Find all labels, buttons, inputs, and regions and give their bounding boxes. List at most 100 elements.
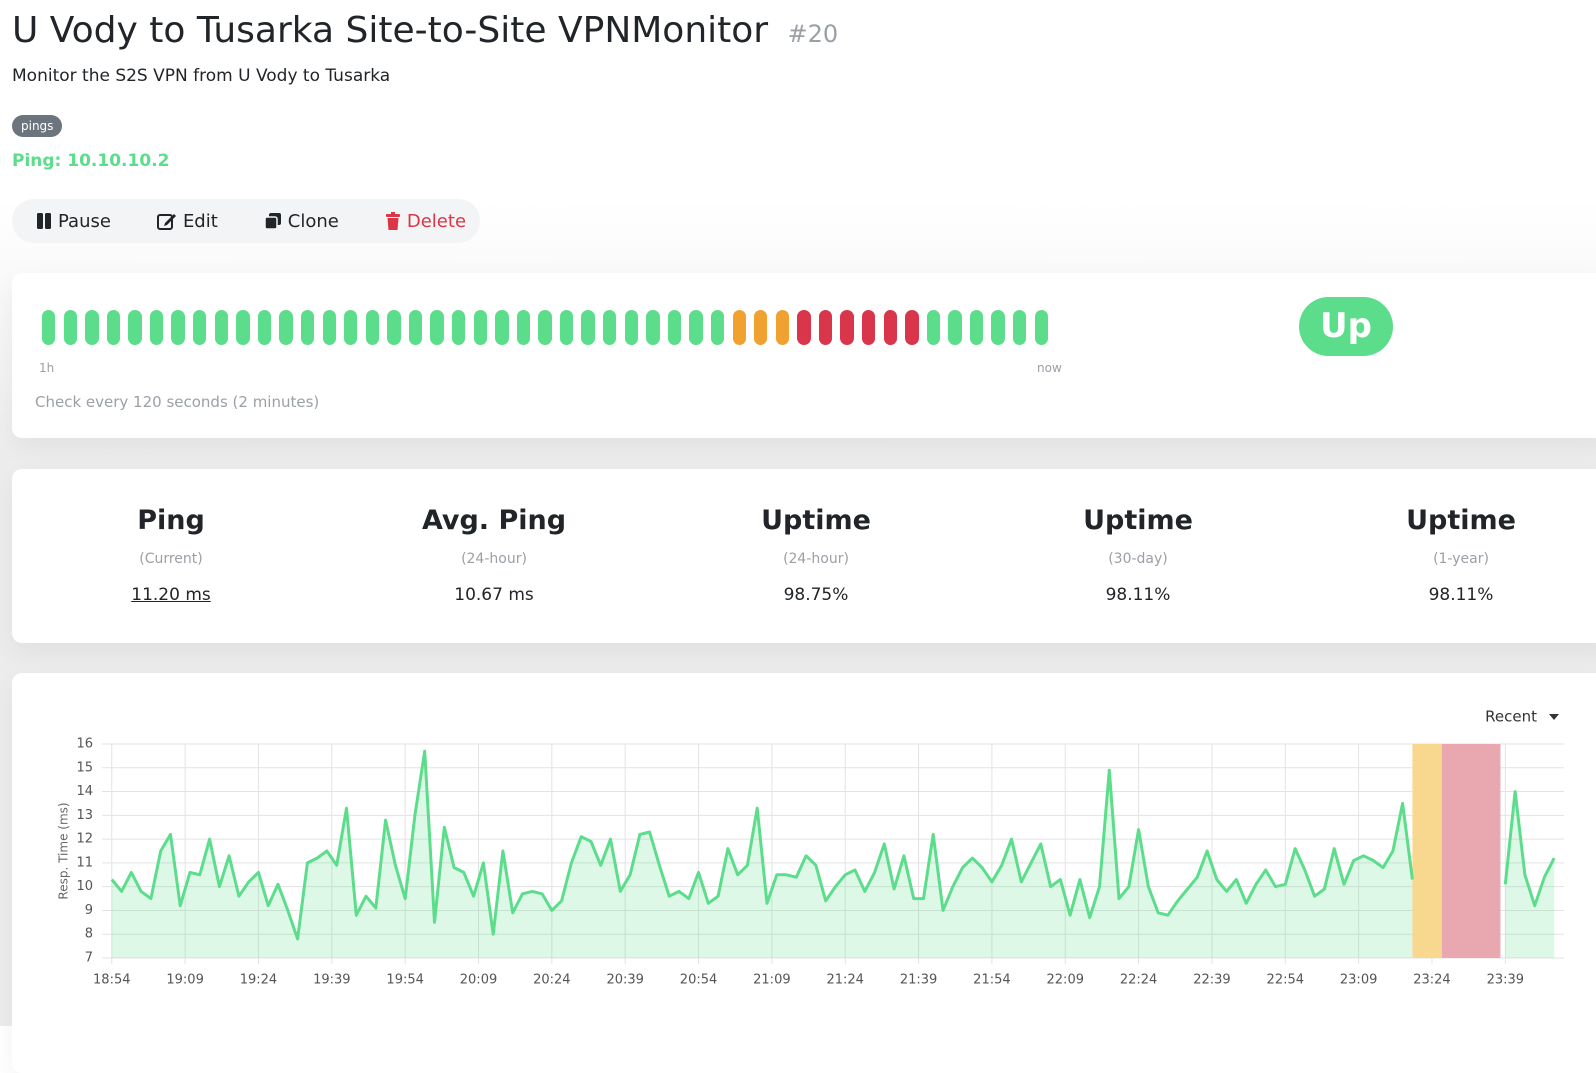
beat-up[interactable] [948, 310, 962, 345]
stat-value: 10.67 ms [454, 585, 534, 605]
x-tick-label: 19:09 [166, 973, 203, 988]
clone-button[interactable]: Clone [264, 211, 339, 232]
y-tick-label: 14 [76, 784, 93, 799]
beat-up[interactable] [559, 310, 574, 345]
beat-up[interactable] [581, 310, 595, 345]
end-label: now [1037, 361, 1062, 375]
beat-up[interactable] [171, 310, 185, 345]
beat-up[interactable] [473, 310, 487, 345]
y-axis-label: Resp. Time (ms) [57, 802, 71, 899]
beat-down[interactable] [861, 310, 876, 345]
chart: Recent Resp. Time (ms) 7 8 9 10 11 12 13 14 15 16… [57, 708, 1564, 988]
description: Monitor the S2S VPN from U Vody to Tusar… [12, 66, 391, 86]
beat-down[interactable] [818, 310, 833, 345]
monitor-id: #20 [787, 20, 839, 48]
stat-value: 98.11% [1428, 585, 1494, 605]
x-tick-label: 19:24 [240, 973, 277, 988]
beat-up[interactable] [279, 310, 293, 345]
stat-value[interactable]: 11.20 ms [131, 585, 211, 605]
x-tick-label: 23:24 [1413, 973, 1450, 988]
beat-up[interactable] [257, 310, 272, 345]
beat-up[interactable] [495, 310, 509, 345]
x-tick-label: 23:39 [1487, 973, 1524, 988]
beat-up[interactable] [624, 310, 638, 345]
beat-up[interactable] [689, 310, 703, 345]
stat-period: (Current) [139, 551, 203, 567]
beat-pending[interactable] [732, 310, 746, 345]
x-tick-label: 20:54 [680, 973, 717, 988]
tag[interactable]: pings [12, 115, 63, 137]
period-select[interactable]: Recent [1485, 708, 1537, 726]
beat-up[interactable] [538, 310, 552, 345]
x-tick-label: 20:09 [460, 973, 497, 988]
x-tick-label: 21:39 [900, 973, 937, 988]
x-tick-label: 21:24 [826, 973, 863, 988]
beat-down[interactable] [905, 310, 919, 345]
beat-up[interactable] [128, 310, 142, 345]
x-tick-label: 22:39 [1193, 973, 1230, 988]
beat-up[interactable] [1013, 310, 1027, 345]
beat-pending[interactable] [775, 310, 790, 345]
delete-button[interactable]: Delete [385, 211, 466, 232]
beat-up[interactable] [85, 310, 99, 345]
beat-up[interactable] [516, 310, 531, 345]
beat-up[interactable] [1034, 310, 1048, 345]
beat-up[interactable] [430, 310, 444, 345]
beat-up[interactable] [300, 310, 315, 345]
stat-value: 98.75% [783, 585, 849, 605]
beat-up[interactable] [149, 310, 164, 345]
x-tick-label: 22:24 [1120, 973, 1157, 988]
beat-up[interactable] [969, 310, 984, 345]
monitor-url[interactable]: Ping: 10.10.10.2 [12, 151, 170, 171]
chart-card [12, 673, 1596, 1073]
pause-button[interactable]: Pause [36, 211, 111, 232]
status-band [1441, 744, 1501, 958]
beat-up[interactable] [322, 310, 336, 345]
beat-up[interactable] [991, 310, 1005, 345]
button-label: Delete [406, 210, 467, 232]
x-tick-label: 20:39 [606, 973, 643, 988]
x-tick-label: 23:09 [1340, 973, 1377, 988]
beat-up[interactable] [710, 310, 725, 345]
beat-up[interactable] [106, 310, 121, 345]
beat-up[interactable] [63, 310, 77, 345]
heartbeat-card: 1h now Check every 120 seconds (2 minute… [12, 273, 1596, 438]
beat-up[interactable] [603, 310, 617, 345]
stat-title: Avg. Ping [421, 505, 567, 536]
clone-icon [264, 213, 281, 230]
stat-period: (24-hour) [783, 551, 849, 567]
x-tick-label: 19:54 [386, 973, 423, 988]
beat-up[interactable] [451, 310, 466, 345]
beat-up[interactable] [193, 310, 207, 345]
beat-up[interactable] [365, 310, 380, 345]
pause-icon [37, 213, 51, 229]
stat-title: Ping [137, 505, 205, 536]
stat-title: Uptime [1083, 505, 1193, 536]
beat-up[interactable] [926, 310, 941, 345]
beat-up[interactable] [236, 310, 250, 345]
page: Monitor {"header": {"title": "U Vody to … [0, 0, 1596, 1026]
beat-pending[interactable] [754, 310, 768, 345]
beat-down[interactable] [840, 310, 854, 345]
beat-up[interactable] [344, 310, 358, 345]
button-label: Clone [287, 210, 339, 232]
beat-down[interactable] [883, 310, 897, 345]
beat-down[interactable] [797, 310, 811, 345]
status-band [1412, 744, 1442, 958]
x-tick-label: 21:09 [753, 973, 790, 988]
y-tick-label: 16 [76, 737, 93, 752]
dropdown-caret[interactable] [1549, 714, 1559, 720]
monitor-page: U Vody to Tusarka Site-to-Site VPNMonito… [0, 0, 1596, 1026]
edit-button[interactable]: Edit [156, 211, 218, 232]
beat-up[interactable] [646, 310, 660, 345]
beat-up[interactable] [214, 310, 229, 345]
beat-up[interactable] [387, 310, 401, 345]
beat-up[interactable] [42, 310, 56, 345]
x-tick-label: 18:54 [93, 973, 130, 988]
beat-up[interactable] [408, 310, 423, 345]
beat-up[interactable] [667, 310, 682, 345]
y-tick-label: 15 [76, 760, 93, 775]
x-tick-label: 21:54 [973, 973, 1010, 988]
y-tick-label: 12 [76, 832, 93, 847]
start-label: 1h [39, 361, 55, 375]
